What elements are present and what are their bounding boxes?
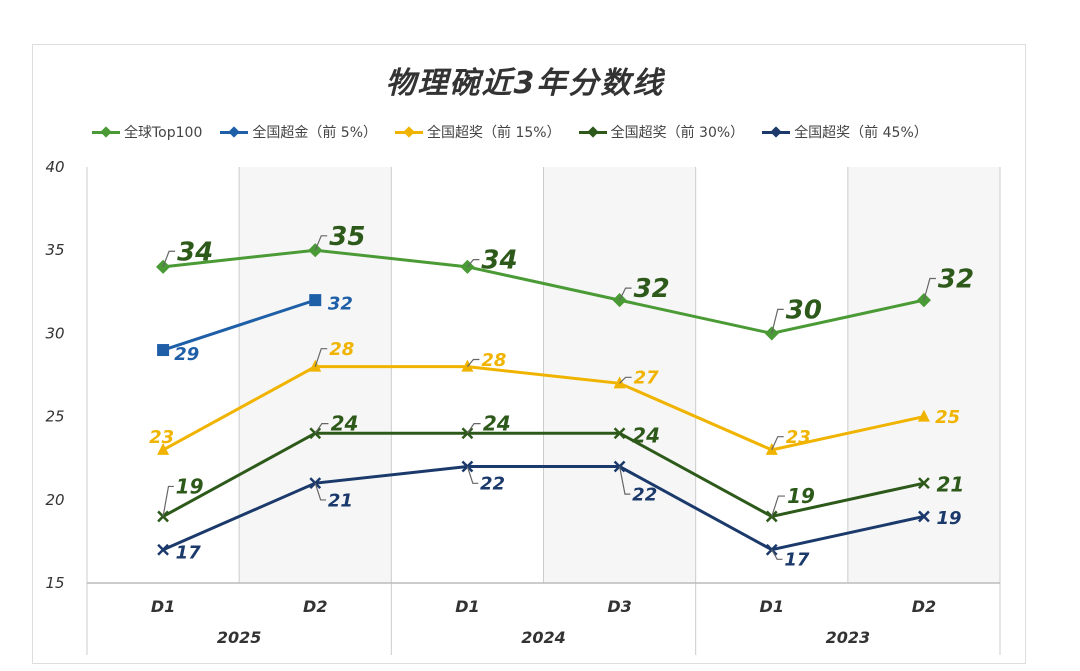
leader-line — [162, 250, 176, 268]
data-label: 32 — [634, 274, 670, 304]
data-point — [157, 510, 169, 523]
x-tick-label: D1 — [151, 597, 175, 616]
panel-shade — [847, 167, 1000, 583]
x-group-label: 2023 — [826, 628, 871, 647]
x-tick-label: D1 — [455, 597, 479, 616]
chart-title: 物理碗近3年分数线 — [385, 66, 665, 101]
data-point — [613, 427, 626, 440]
legend-label: 全国超奖（前 15%） — [427, 125, 561, 141]
data-label: 17 — [176, 542, 202, 563]
x-tick-label: D2 — [303, 597, 327, 616]
leader-line — [466, 259, 480, 268]
legend-item: 全国超奖（前 15%） — [395, 122, 561, 142]
data-label: 34 — [177, 237, 213, 267]
leader-line — [619, 287, 632, 301]
data-label: 27 — [634, 368, 660, 389]
leader-line — [314, 423, 329, 434]
data-point — [918, 510, 930, 523]
data-label: 34 — [481, 246, 517, 276]
leader-line — [314, 482, 327, 501]
data-point — [461, 359, 474, 372]
legend-label: 全国超奖（前 45%） — [794, 125, 928, 141]
x-group-label: 2024 — [521, 628, 566, 647]
data-label: 21 — [328, 490, 353, 511]
data-point — [309, 294, 322, 307]
legend-label: 全球Top100 — [124, 125, 203, 141]
leader-line — [162, 485, 174, 517]
y-tick-label: 35 — [45, 241, 64, 259]
data-point — [918, 477, 930, 490]
leader-line — [771, 308, 784, 334]
data-label: 19 — [176, 474, 204, 498]
data-point — [157, 442, 170, 455]
leader-line — [618, 466, 631, 495]
data-label: 22 — [632, 484, 657, 505]
y-tick-label: 30 — [45, 324, 64, 342]
data-label: 21 — [937, 472, 965, 496]
data-point — [157, 344, 170, 357]
leader-line — [466, 358, 480, 368]
leader-line — [771, 549, 783, 560]
leader-line — [771, 495, 785, 517]
data-label: 35 — [329, 222, 365, 252]
leader-line — [314, 348, 328, 367]
series-line — [162, 248, 925, 335]
series-line — [162, 431, 925, 519]
data-label: 29 — [174, 344, 199, 365]
legend-marker-icon — [395, 125, 424, 138]
series-line — [162, 365, 925, 452]
data-label: 28 — [329, 339, 354, 360]
y-tick-label: 15 — [45, 574, 64, 592]
data-label: 24 — [483, 412, 511, 436]
leader-line — [314, 235, 328, 251]
x-tick-label: D3 — [607, 597, 631, 616]
y-tick-label: 20 — [45, 491, 64, 509]
data-label: 23 — [786, 427, 811, 448]
legend-marker-icon — [220, 125, 249, 138]
y-tick-label: 40 — [45, 158, 64, 176]
data-label: 19 — [787, 484, 815, 508]
y-tick-label: 25 — [45, 408, 64, 426]
legend-marker-icon — [762, 125, 791, 138]
data-label: 32 — [328, 293, 353, 314]
leader-line — [466, 423, 481, 434]
leader-line — [619, 376, 632, 384]
leader-line — [771, 436, 784, 451]
x-group-label: 2025 — [217, 628, 262, 647]
data-label: 19 — [937, 508, 962, 529]
leader-line — [466, 466, 479, 484]
data-point — [157, 543, 169, 556]
series-line — [162, 465, 925, 552]
data-point — [917, 409, 930, 422]
data-point — [613, 460, 626, 473]
legend-item: 全国超奖（前 45%） — [762, 122, 928, 142]
legend-item: 全国超金（前 5%） — [220, 122, 377, 142]
panel-shade — [239, 167, 392, 583]
panel-shade — [543, 167, 696, 583]
legend-item: 全国超奖（前 30%） — [578, 122, 745, 142]
legend-label: 全国超奖（前 30%） — [610, 125, 745, 141]
legend-marker-icon — [578, 125, 607, 138]
legend-item: 全球Top100 — [92, 122, 202, 142]
series-line — [162, 298, 316, 352]
data-label: 17 — [784, 550, 810, 571]
data-label: 28 — [481, 350, 506, 371]
data-label: 23 — [149, 427, 174, 448]
x-tick-label: D1 — [760, 597, 784, 616]
legend-label: 全国超金（前 5%） — [252, 125, 378, 141]
legend: 全球Top100 全国超金（前 5%） 全国超奖（前 15%） 全国超奖（前 30%）… — [92, 122, 928, 142]
data-label: 24 — [331, 412, 359, 436]
data-label: 22 — [480, 474, 505, 495]
legend-marker-icon — [92, 125, 120, 138]
data-label: 32 — [938, 265, 974, 295]
x-tick-label: D2 — [912, 597, 936, 616]
data-label: 25 — [935, 407, 960, 428]
leader-line — [923, 277, 936, 301]
data-label: 24 — [632, 424, 660, 448]
data-label: 30 — [786, 296, 822, 326]
data-point — [613, 376, 626, 389]
